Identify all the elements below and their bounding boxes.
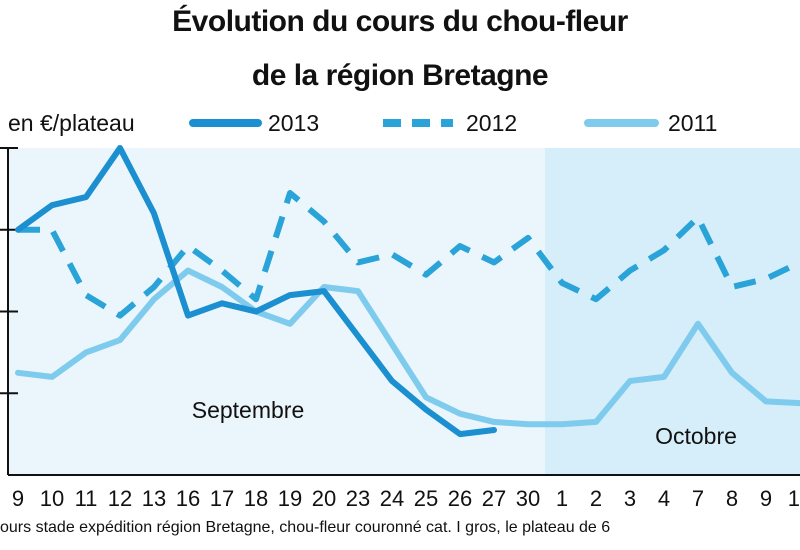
series-line-2013: [15, 145, 497, 438]
x-tick-label: 11: [75, 486, 98, 511]
x-tick-label: 10: [40, 486, 64, 511]
x-tick-label: 2: [590, 486, 602, 511]
x-tick-label: 18: [244, 486, 268, 511]
x-tick-label: 16: [176, 486, 200, 511]
x-tick-label: 26: [448, 486, 472, 511]
x-tick-label: 12: [108, 486, 132, 511]
month-label-september: Septembre: [192, 397, 305, 423]
x-tick-label: 24: [380, 486, 404, 511]
legend-label-2013: 2013: [268, 110, 319, 136]
chart-title-line-2: de la région Bretagne: [251, 59, 549, 92]
x-tick-label: 20: [312, 486, 336, 511]
x-tick-label: 9: [760, 486, 772, 511]
x-tick-label: 13: [142, 486, 166, 511]
chart-title-line-1: Évolution du cours du chou-fleur: [172, 5, 628, 38]
x-tick-label: 30: [516, 486, 540, 511]
x-tick-label: 17: [210, 486, 234, 511]
chart-footnote: ours stade expédition région Bretagne, c…: [0, 519, 610, 536]
x-tick-label: 7: [692, 486, 704, 511]
y-axis-unit-label: en €/plateau: [8, 110, 135, 136]
x-tick-label: 23: [346, 486, 370, 511]
month-labels: Septembre Octobre: [192, 397, 737, 449]
x-tick-label: 9: [12, 486, 24, 511]
legend-label-2011: 2011: [668, 110, 717, 136]
x-tick-label: 4: [658, 486, 670, 511]
x-tick-label: 27: [482, 486, 506, 511]
september-panel: [8, 148, 545, 475]
x-tick-label: 10: [788, 486, 800, 511]
series-lines: [15, 145, 800, 438]
x-tick-label: 8: [726, 486, 738, 511]
x-tick-labels: 9101112131617181920232425262730123478910: [12, 486, 800, 511]
x-tick-label: 1: [556, 486, 568, 511]
x-tick-label: 19: [278, 486, 302, 511]
x-tick-label: 25: [414, 486, 438, 511]
y-ticks: [0, 147, 18, 395]
legend: 2013 2012 2011: [189, 110, 717, 136]
legend-label-2012: 2012: [466, 110, 517, 136]
series-line-2012: [18, 190, 800, 319]
x-tick-label: 3: [624, 486, 636, 511]
series-line-2011: [15, 267, 800, 428]
month-label-october: Octobre: [655, 423, 737, 449]
